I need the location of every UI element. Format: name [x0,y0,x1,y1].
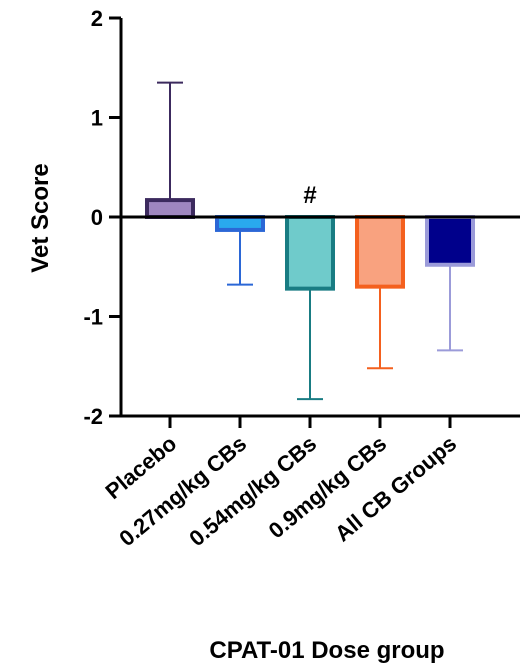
x-axis-title: CPAT-01 Dose group [209,637,444,664]
bar-1 [145,198,195,220]
y-tick-label-2: -1 [83,305,103,330]
y-tick-label-4: 1 [91,106,103,131]
x-tick-label-3: 0.54mg/kg CBs [184,431,321,552]
y-tick-label-3: 0 [91,205,103,230]
significance-marker: # [303,182,316,209]
y-tick-label-1: -2 [83,404,103,429]
bar-2 [215,215,265,232]
x-tick-label-5: All CB Groups [330,431,461,547]
y-tick-label-5: 2 [91,6,103,31]
axes-layer [109,16,520,428]
bar-3 [285,215,335,291]
bar-5 [425,215,475,267]
bars-layer [145,81,475,401]
y-axis-title: Vet Score [27,163,54,272]
x-tick-label-4: 0.9mg/kg CBs [264,431,392,544]
bar-4 [355,215,405,289]
x-tick-label-2: 0.27mg/kg CBs [114,431,251,552]
